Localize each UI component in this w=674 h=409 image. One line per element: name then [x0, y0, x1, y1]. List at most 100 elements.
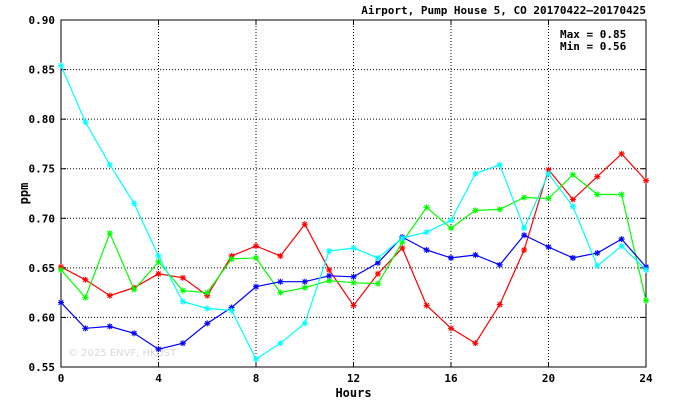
data-point: [569, 171, 576, 178]
data-point: [350, 273, 357, 280]
y-tick-label: 0.85: [29, 64, 56, 77]
data-point: [545, 244, 552, 251]
data-point: [569, 196, 576, 203]
data-point: [618, 191, 625, 198]
y-tick-label: 0.80: [29, 113, 56, 126]
min-label: Min = 0.56: [560, 40, 627, 53]
data-point: [326, 272, 333, 279]
data-point: [326, 248, 333, 255]
data-point: [82, 119, 89, 126]
data-point: [106, 230, 113, 237]
data-point: [277, 278, 284, 285]
data-point: [179, 340, 186, 347]
data-point: [82, 325, 89, 332]
data-point: [521, 225, 528, 232]
data-point: [106, 161, 113, 168]
y-tick-label: 0.75: [29, 163, 56, 176]
data-point: [155, 270, 162, 277]
data-point: [643, 266, 649, 273]
data-point: [204, 320, 211, 327]
y-tick-label: 0.90: [29, 14, 56, 27]
data-point: [253, 356, 259, 363]
data-point: [594, 191, 601, 198]
data-point: [301, 284, 308, 291]
data-point: [594, 173, 601, 180]
data-point: [179, 274, 186, 281]
data-point: [253, 243, 259, 250]
data-point: [399, 245, 406, 252]
data-point: [326, 266, 333, 273]
data-point: [423, 204, 430, 211]
data-point: [204, 289, 211, 296]
data-point: [423, 229, 430, 236]
data-point: [277, 252, 284, 259]
data-point: [569, 203, 576, 210]
data-point: [350, 279, 357, 286]
data-point: [253, 254, 259, 261]
data-point: [521, 194, 528, 201]
data-point: [472, 251, 479, 258]
data-point: [155, 346, 162, 353]
data-point: [399, 235, 406, 242]
data-point: [155, 258, 162, 265]
y-tick-label: 0.55: [29, 361, 56, 374]
data-point: [472, 207, 479, 214]
data-point: [179, 298, 186, 305]
data-point: [301, 278, 308, 285]
data-point: [448, 217, 454, 224]
data-point: [374, 254, 381, 261]
y-tick-label: 0.65: [29, 262, 56, 275]
data-point: [58, 266, 64, 273]
data-point: [131, 200, 138, 207]
data-point: [594, 249, 601, 256]
data-point: [496, 261, 503, 268]
x-tick-label: 0: [58, 372, 65, 385]
data-point: [374, 270, 381, 277]
data-point: [106, 292, 113, 299]
y-tick-label: 0.60: [29, 311, 56, 324]
x-tick-label: 4: [155, 372, 162, 385]
data-point: [423, 302, 430, 309]
data-point: [496, 206, 503, 213]
chart-title: Airport, Pump House 5, CO 20170422–20170…: [361, 4, 646, 17]
x-tick-label: 20: [542, 372, 555, 385]
data-point: [569, 254, 576, 261]
data-point: [448, 225, 454, 232]
data-point: [82, 276, 89, 283]
data-point: [618, 236, 625, 243]
data-point: [618, 243, 625, 250]
data-point: [204, 305, 211, 312]
data-point: [521, 232, 528, 239]
data-point: [350, 302, 357, 309]
x-tick-label: 8: [253, 372, 260, 385]
data-point: [82, 294, 89, 301]
data-point: [58, 62, 64, 69]
data-point: [58, 299, 64, 306]
y-axis-title: ppm: [17, 183, 31, 205]
watermark: © 2025 ENVF, HKUST: [68, 348, 177, 359]
data-point: [472, 340, 479, 347]
y-tick-label: 0.70: [29, 212, 56, 225]
data-point: [131, 330, 138, 337]
data-point: [545, 195, 552, 202]
data-point: [496, 161, 503, 168]
x-axis-title: Hours: [335, 386, 371, 400]
max-label: Max = 0.85: [560, 28, 626, 41]
data-point: [155, 252, 162, 259]
data-point: [350, 245, 357, 252]
axis-ticks: 0 4 8 12 16 20 24 0.55 0.60 0.65 0.70 0.75 0.80 0.85 0…: [29, 14, 653, 385]
data-point: [228, 307, 235, 314]
data-point: [301, 221, 308, 228]
data-point: [472, 170, 479, 177]
data-point: [448, 325, 454, 332]
data-point: [643, 177, 649, 184]
data-point: [448, 254, 454, 261]
series-lines: [58, 62, 649, 363]
data-point: [301, 320, 308, 327]
data-point: [277, 340, 284, 347]
data-point: [179, 287, 186, 294]
data-point: [496, 301, 503, 308]
data-point: [374, 280, 381, 287]
data-point: [131, 286, 138, 293]
